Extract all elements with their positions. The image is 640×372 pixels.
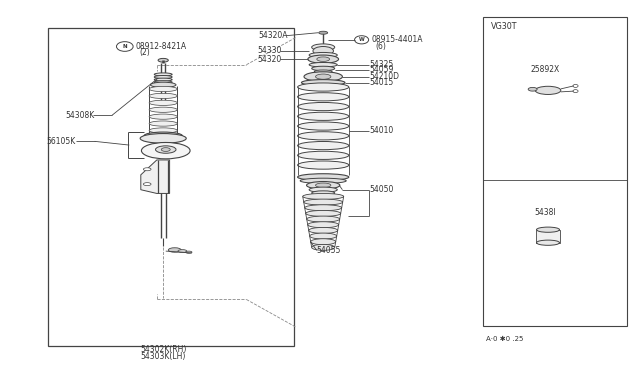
Bar <box>48 28 294 346</box>
Text: 54325: 54325 <box>369 60 394 69</box>
Text: 54010: 54010 <box>369 126 394 135</box>
Ellipse shape <box>144 132 182 140</box>
Ellipse shape <box>309 52 337 58</box>
Ellipse shape <box>536 227 559 232</box>
Ellipse shape <box>154 81 172 84</box>
Text: 08915-4401A: 08915-4401A <box>371 35 422 44</box>
Ellipse shape <box>298 102 349 110</box>
Ellipse shape <box>316 74 331 79</box>
Ellipse shape <box>309 62 337 67</box>
Text: 54055: 54055 <box>317 246 341 255</box>
Ellipse shape <box>149 114 177 119</box>
Text: N: N <box>122 44 127 49</box>
Text: 54302K(RH): 54302K(RH) <box>140 345 186 354</box>
Text: 54320A: 54320A <box>259 31 288 40</box>
Ellipse shape <box>149 121 177 126</box>
Ellipse shape <box>161 148 170 151</box>
Text: 25892X: 25892X <box>530 65 559 74</box>
Ellipse shape <box>150 82 176 87</box>
Ellipse shape <box>298 174 349 180</box>
Ellipse shape <box>140 134 186 143</box>
Ellipse shape <box>178 250 187 253</box>
Text: 54303K(LH): 54303K(LH) <box>141 352 186 360</box>
Ellipse shape <box>158 58 168 62</box>
Ellipse shape <box>154 76 172 78</box>
Ellipse shape <box>168 248 181 252</box>
Text: 54015: 54015 <box>369 78 394 87</box>
Ellipse shape <box>313 46 333 55</box>
Ellipse shape <box>308 227 338 233</box>
Ellipse shape <box>149 107 177 112</box>
Ellipse shape <box>141 142 190 159</box>
Ellipse shape <box>536 240 559 245</box>
Text: W: W <box>359 37 364 42</box>
Ellipse shape <box>317 57 330 61</box>
Text: 54330: 54330 <box>257 46 282 55</box>
Ellipse shape <box>186 251 192 253</box>
Text: 56105K: 56105K <box>46 137 76 146</box>
Text: (2): (2) <box>140 48 150 57</box>
Ellipse shape <box>149 86 177 92</box>
Ellipse shape <box>309 187 337 192</box>
Ellipse shape <box>149 128 177 133</box>
Ellipse shape <box>307 182 340 189</box>
Ellipse shape <box>298 141 349 150</box>
Text: 54059: 54059 <box>369 65 394 74</box>
Ellipse shape <box>308 55 339 63</box>
Ellipse shape <box>143 183 151 186</box>
Ellipse shape <box>319 31 328 34</box>
Bar <box>483 17 627 326</box>
Text: 54320: 54320 <box>257 55 282 64</box>
Ellipse shape <box>298 93 349 101</box>
Ellipse shape <box>304 199 342 205</box>
Ellipse shape <box>154 73 172 76</box>
Ellipse shape <box>298 132 349 140</box>
Ellipse shape <box>149 93 177 99</box>
Text: VG30T: VG30T <box>491 22 517 31</box>
Ellipse shape <box>298 112 349 121</box>
Ellipse shape <box>304 72 342 81</box>
Ellipse shape <box>312 44 335 51</box>
Ellipse shape <box>314 70 332 73</box>
Text: 08912-8421A: 08912-8421A <box>136 42 187 51</box>
Ellipse shape <box>300 178 346 183</box>
Ellipse shape <box>298 83 349 91</box>
Text: A·0 ✱0 .25: A·0 ✱0 .25 <box>486 336 524 341</box>
Ellipse shape <box>312 244 335 250</box>
Text: 54308K: 54308K <box>65 111 95 120</box>
Ellipse shape <box>312 66 335 71</box>
Ellipse shape <box>298 122 349 130</box>
Ellipse shape <box>312 191 335 195</box>
Ellipse shape <box>298 161 349 169</box>
Ellipse shape <box>305 205 342 211</box>
Text: 54050: 54050 <box>369 185 394 194</box>
Ellipse shape <box>301 80 345 86</box>
Ellipse shape <box>307 216 340 222</box>
Ellipse shape <box>306 211 340 217</box>
Ellipse shape <box>308 222 339 228</box>
Ellipse shape <box>310 239 336 245</box>
Polygon shape <box>141 160 170 193</box>
Ellipse shape <box>156 146 176 153</box>
Ellipse shape <box>154 78 172 81</box>
Ellipse shape <box>535 86 561 94</box>
Text: (6): (6) <box>376 42 387 51</box>
Ellipse shape <box>149 100 177 105</box>
Ellipse shape <box>298 151 349 160</box>
Ellipse shape <box>310 233 337 239</box>
Ellipse shape <box>528 87 537 91</box>
Ellipse shape <box>316 183 331 187</box>
Ellipse shape <box>303 193 344 199</box>
Bar <box>536 230 559 243</box>
Ellipse shape <box>143 168 151 171</box>
Text: 5438I: 5438I <box>534 208 556 218</box>
Text: 54210D: 54210D <box>369 72 399 81</box>
